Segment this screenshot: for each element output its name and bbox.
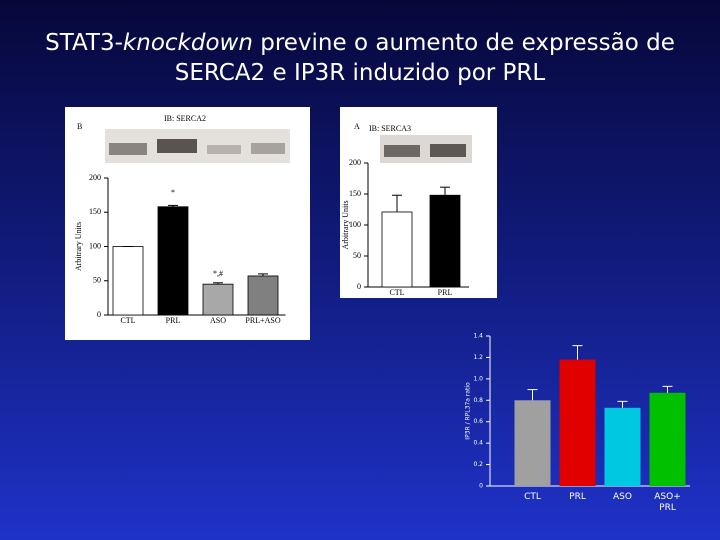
bar [514,400,551,486]
annotation: * [171,188,175,197]
y-tick-label: 50 [353,251,361,260]
y-axis-label: Arbitrary Units [74,222,83,271]
title-part-italic: knockdown [122,30,253,56]
chart-b: 0 50 100 150 200 Arbitrary Units B IB: SERCA2 CT… [74,114,290,325]
x-tick-label: CTL [524,492,541,502]
y-tick-label: 200 [349,158,361,167]
y-tick-label: 1.0 [473,375,483,382]
y-tick-label: 1.4 [473,333,483,340]
blot-label: IB: SERCA2 [164,114,206,123]
x-tick-label: PRL [438,288,453,297]
x-tick-label: PRL+ASO [245,316,280,325]
panel-label: B [77,122,82,131]
y-tick-label: 50 [93,276,101,285]
x-tick-label: CTL [120,316,135,325]
blot-band [251,143,285,154]
y-tick-label: 100 [349,220,361,229]
y-tick-label: 0.4 [473,440,483,447]
blot-label: IB: SERCA3 [369,124,411,133]
bar [157,206,189,316]
blot-band [384,145,420,157]
bar [112,246,144,316]
slide-title: STAT3-knockdown previne o aumento de exp… [0,28,720,88]
chart-a: 0 50 100 150 200 Arbitrary Units A IB: SERCA3 CT… [341,122,472,297]
y-tick-label: 150 [349,189,361,198]
x-tick-label: PRL [166,316,181,325]
annotation: *,# [213,269,223,278]
blot-band [157,139,197,153]
y-axis-label: IP3R / RPL37a ratio [465,382,472,440]
blot-band [207,145,241,154]
title-part: SERCA2 e IP3R induzido por PRL [174,60,546,86]
y-tick-label: 0.2 [473,461,483,468]
x-tick-label: CTL [389,288,404,297]
y-tick-label: 100 [89,241,101,250]
title-part: STAT3- [45,30,123,56]
y-axis-label: Arbitrary Units [341,200,350,249]
bar [429,194,461,288]
bar [604,407,641,486]
y-tick-label: 0 [97,310,101,319]
x-tick-label: ASO [210,316,226,325]
y-tick-label: 1.2 [473,354,483,361]
y-tick-label: 0 [357,282,361,291]
y-tick-label: 0 [479,483,483,490]
title-part: previne o aumento de expressão de [252,30,675,56]
bar [247,275,279,316]
panel-label: A [354,122,360,131]
blot-band [109,143,147,155]
x-tick-label: ASO [613,492,632,502]
bar [649,392,686,486]
x-tick-label: PRL [569,492,586,502]
y-tick-label: 150 [89,207,101,216]
bar [381,211,413,288]
blot-band [430,144,466,157]
chart-c: 0 0.2 0.4 0.6 0.8 1.0 1.2 1.4 IP3R / RPL37a rati… [465,333,690,490]
x-tick-label: ASO+ PRL [654,492,681,513]
bar [559,359,596,486]
y-tick-label: 0.8 [473,397,483,404]
bar [202,283,234,316]
y-tick-label: 200 [89,173,101,182]
y-tick-label: 0.6 [473,418,483,425]
